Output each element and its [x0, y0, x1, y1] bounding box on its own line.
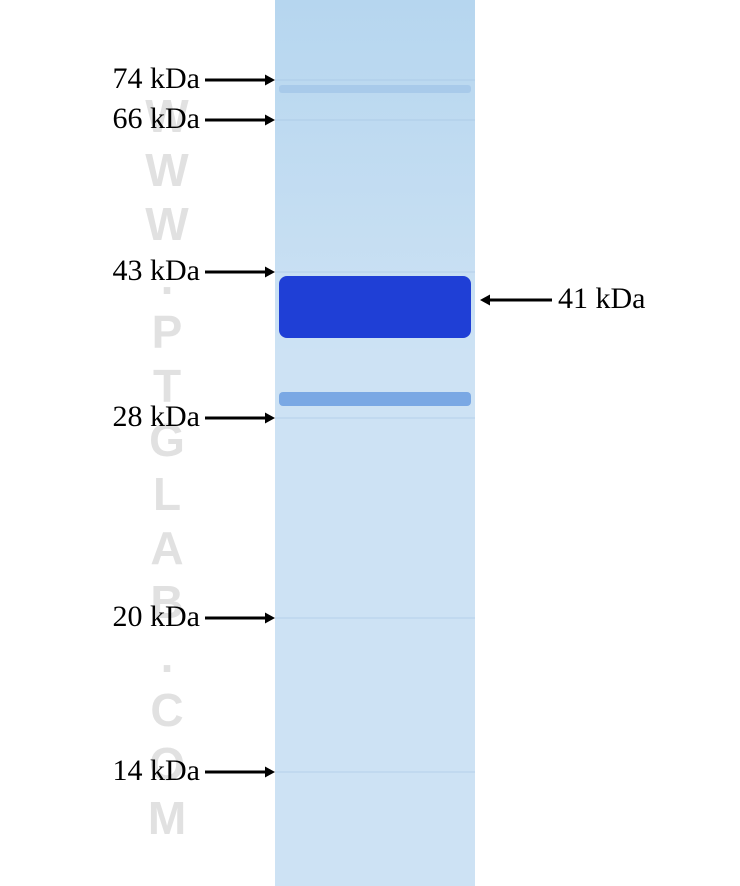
target-band-arrow — [0, 0, 740, 886]
gel-image-canvas: WWW.PTGLAB.COM74 kDa66 kDa43 kDa28 kDa20… — [0, 0, 740, 886]
